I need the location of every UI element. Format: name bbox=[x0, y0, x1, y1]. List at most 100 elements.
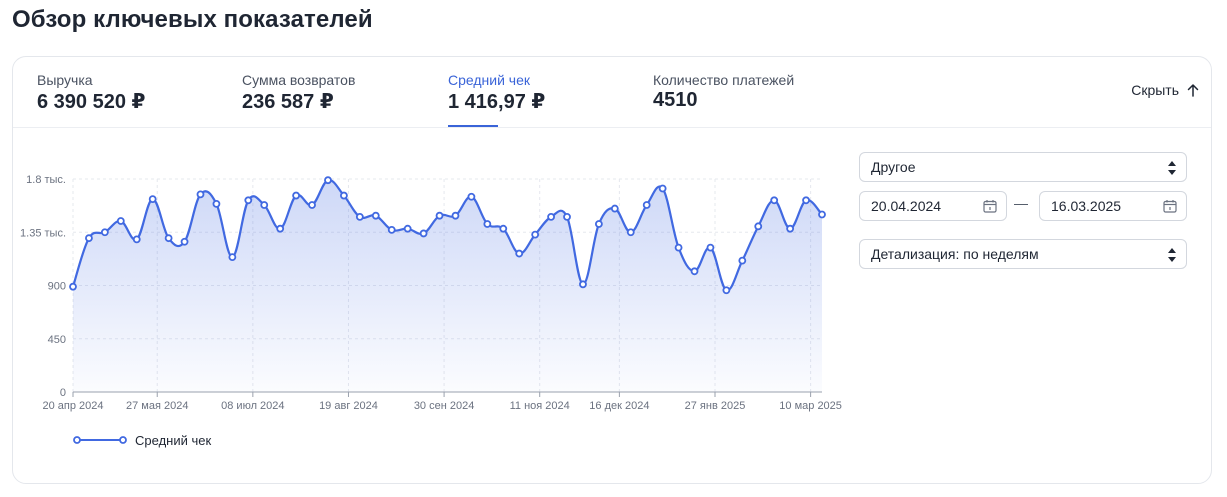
data-point[interactable] bbox=[371, 211, 380, 220]
calendar-icon[interactable] bbox=[1163, 199, 1177, 213]
data-point[interactable] bbox=[387, 225, 396, 234]
data-point[interactable] bbox=[244, 196, 253, 205]
data-point[interactable] bbox=[706, 243, 715, 252]
data-point[interactable] bbox=[467, 192, 476, 201]
data-point[interactable] bbox=[451, 211, 460, 220]
data-point[interactable] bbox=[419, 229, 428, 238]
detail-select-value: Детализация: по неделям bbox=[871, 246, 1039, 262]
x-tick-label: 30 сен 2024 bbox=[414, 400, 475, 412]
detail-select[interactable]: Детализация: по неделям bbox=[859, 239, 1187, 269]
kpi-payments-count[interactable]: Количество платежей 4510 bbox=[653, 72, 794, 112]
chart-legend[interactable]: Средний чек bbox=[73, 433, 211, 448]
kpi-label: Сумма возвратов bbox=[242, 72, 356, 88]
data-point[interactable] bbox=[626, 228, 635, 237]
kpi-value: 236 587 ₽ bbox=[242, 91, 334, 113]
data-point[interactable] bbox=[100, 228, 109, 237]
kpi-label: Количество платежей bbox=[653, 72, 795, 88]
hide-button-label: Скрыть bbox=[1131, 82, 1179, 98]
sort-icon bbox=[1168, 161, 1176, 175]
x-tick-label: 11 ноя 2024 bbox=[510, 400, 570, 412]
data-point[interactable] bbox=[515, 249, 524, 258]
data-point[interactable] bbox=[355, 212, 364, 221]
kpi-revenue[interactable]: Выручка 6 390 520 ₽ bbox=[37, 72, 145, 114]
data-point[interactable] bbox=[610, 204, 619, 213]
period-select[interactable]: Другое bbox=[859, 152, 1187, 182]
y-tick-label: 450 bbox=[48, 334, 66, 346]
x-tick-label: 08 июл 2024 bbox=[221, 400, 284, 412]
data-point[interactable] bbox=[276, 224, 285, 233]
data-point[interactable] bbox=[292, 191, 301, 200]
data-point[interactable] bbox=[116, 217, 125, 225]
data-point[interactable] bbox=[340, 191, 348, 200]
data-point[interactable] bbox=[579, 280, 587, 289]
active-tab-indicator bbox=[448, 125, 498, 127]
legend-label: Средний чек bbox=[135, 433, 211, 448]
data-point[interactable] bbox=[499, 224, 508, 233]
data-point[interactable] bbox=[403, 224, 412, 233]
x-tick-label: 16 дек 2024 bbox=[589, 400, 649, 412]
data-point[interactable] bbox=[818, 210, 826, 219]
data-point[interactable] bbox=[802, 196, 810, 205]
data-point[interactable] bbox=[642, 201, 651, 209]
y-tick-label: 1.35 тыс. bbox=[20, 227, 66, 239]
x-tick-label: 27 янв 2025 bbox=[685, 400, 746, 412]
average-check-chart: 0 450 900 1.35 тыс. 1.8 тыс. 20 апр 2024 27 м… bbox=[20, 174, 842, 448]
data-point[interactable] bbox=[786, 224, 795, 233]
date-range-separator: — bbox=[1014, 195, 1028, 211]
y-tick-label: 900 bbox=[48, 281, 66, 293]
y-tick-label: 1.8 тыс. bbox=[26, 174, 66, 186]
data-point[interactable] bbox=[69, 282, 77, 291]
data-point[interactable] bbox=[324, 176, 332, 185]
hide-button[interactable]: Скрыть bbox=[1131, 82, 1199, 98]
data-point[interactable] bbox=[308, 201, 316, 209]
kpi-header: Выручка 6 390 520 ₽ Сумма возвратов 236 … bbox=[13, 57, 1211, 128]
data-point[interactable] bbox=[180, 237, 189, 246]
data-point[interactable] bbox=[563, 212, 571, 221]
date-from-input[interactable]: 20.04.2024 bbox=[859, 191, 1007, 221]
data-point[interactable] bbox=[754, 222, 763, 231]
kpi-refunds[interactable]: Сумма возвратов 236 587 ₽ bbox=[242, 72, 355, 114]
kpi-value: 6 390 520 ₽ bbox=[37, 91, 146, 113]
data-point[interactable] bbox=[260, 201, 269, 209]
data-point[interactable] bbox=[212, 199, 221, 208]
kpi-average-check[interactable]: Средний чек 1 416,97 ₽ bbox=[448, 72, 545, 114]
data-point[interactable] bbox=[435, 211, 444, 220]
data-point[interactable] bbox=[658, 184, 667, 193]
page-title: Обзор ключевых показателей bbox=[12, 6, 373, 33]
x-axis: 20 апр 2024 27 мая 2024 08 июл 2024 19 авг … bbox=[42, 391, 842, 412]
series-area bbox=[73, 179, 822, 392]
data-point[interactable] bbox=[132, 235, 141, 244]
x-tick-label: 27 мая 2024 bbox=[126, 400, 188, 412]
data-point[interactable] bbox=[770, 196, 779, 205]
x-tick-label: 19 авг 2024 bbox=[319, 400, 378, 412]
data-point[interactable] bbox=[85, 234, 93, 243]
data-point[interactable] bbox=[483, 220, 492, 228]
data-point[interactable] bbox=[722, 286, 731, 295]
calendar-icon[interactable] bbox=[983, 199, 997, 213]
data-point[interactable] bbox=[196, 190, 205, 199]
date-to-value: 16.03.2025 bbox=[1051, 198, 1122, 214]
data-point[interactable] bbox=[674, 243, 683, 252]
y-tick-label: 0 bbox=[60, 387, 66, 399]
kpi-value: 4510 bbox=[653, 89, 698, 111]
data-point[interactable] bbox=[547, 212, 555, 221]
data-point[interactable] bbox=[148, 195, 157, 204]
date-to-input[interactable]: 16.03.2025 bbox=[1039, 191, 1187, 221]
date-from-value: 20.04.2024 bbox=[871, 198, 942, 214]
x-tick-label: 20 апр 2024 bbox=[42, 400, 103, 412]
data-point[interactable] bbox=[228, 253, 237, 262]
arrow-up-icon bbox=[1187, 84, 1199, 97]
kpi-label: Средний чек bbox=[448, 72, 531, 88]
kpi-label: Выручка bbox=[37, 72, 93, 88]
x-tick-label: 10 мар 2025 bbox=[779, 400, 842, 412]
legend-marker bbox=[73, 436, 81, 444]
data-point[interactable] bbox=[594, 220, 603, 228]
data-point[interactable] bbox=[164, 234, 173, 243]
kpi-value: 1 416,97 ₽ bbox=[448, 91, 546, 113]
legend-marker bbox=[119, 436, 127, 444]
period-select-value: Другое bbox=[871, 159, 916, 175]
data-point[interactable] bbox=[531, 230, 540, 239]
data-point[interactable] bbox=[690, 267, 699, 276]
kpi-card: Выручка 6 390 520 ₽ Сумма возвратов 236 … bbox=[12, 56, 1212, 484]
data-point[interactable] bbox=[738, 256, 747, 265]
